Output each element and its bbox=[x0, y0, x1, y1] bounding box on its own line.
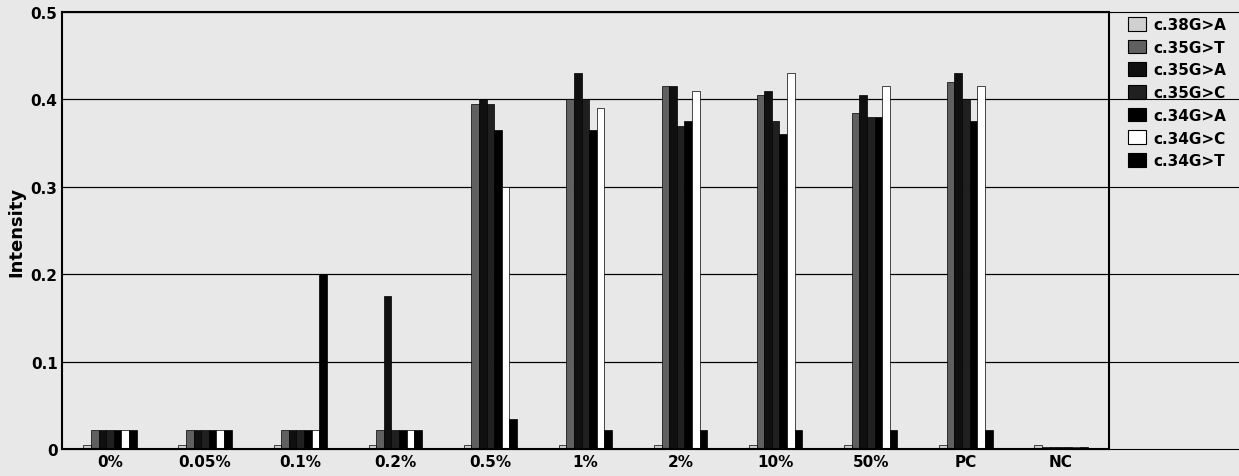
Bar bbox=[764, 91, 772, 449]
Bar bbox=[978, 87, 985, 449]
Bar bbox=[1080, 446, 1088, 449]
Bar bbox=[590, 131, 597, 449]
Bar bbox=[787, 74, 794, 449]
Bar bbox=[186, 430, 193, 449]
Bar bbox=[274, 445, 281, 449]
Bar bbox=[107, 430, 114, 449]
Bar bbox=[772, 122, 779, 449]
Bar bbox=[90, 430, 99, 449]
Bar bbox=[463, 445, 471, 449]
Bar bbox=[947, 83, 954, 449]
Bar bbox=[114, 430, 121, 449]
Bar bbox=[851, 113, 860, 449]
Bar bbox=[757, 96, 764, 449]
Bar bbox=[875, 118, 882, 449]
Bar bbox=[882, 87, 890, 449]
Bar bbox=[939, 445, 947, 449]
Bar bbox=[129, 430, 136, 449]
Bar bbox=[662, 87, 669, 449]
Bar bbox=[844, 445, 851, 449]
Bar bbox=[83, 445, 90, 449]
Bar bbox=[209, 430, 217, 449]
Bar bbox=[178, 445, 186, 449]
Bar bbox=[1042, 446, 1049, 449]
Bar bbox=[217, 430, 224, 449]
Bar bbox=[406, 430, 414, 449]
Bar bbox=[669, 87, 676, 449]
Bar bbox=[779, 135, 787, 449]
Bar bbox=[574, 74, 581, 449]
Bar bbox=[201, 430, 209, 449]
Bar bbox=[605, 430, 612, 449]
Bar bbox=[384, 297, 392, 449]
Bar bbox=[471, 105, 479, 449]
Bar bbox=[377, 430, 384, 449]
Bar bbox=[99, 430, 107, 449]
Bar bbox=[121, 430, 129, 449]
Bar bbox=[1049, 446, 1057, 449]
Bar bbox=[320, 275, 327, 449]
Bar bbox=[502, 188, 509, 449]
Bar bbox=[509, 419, 517, 449]
Bar bbox=[1073, 446, 1080, 449]
Bar bbox=[414, 430, 421, 449]
Bar bbox=[750, 445, 757, 449]
Bar bbox=[369, 445, 377, 449]
Bar bbox=[890, 430, 897, 449]
Bar bbox=[700, 430, 707, 449]
Bar bbox=[954, 74, 961, 449]
Bar bbox=[794, 430, 803, 449]
Bar bbox=[1064, 446, 1073, 449]
Bar bbox=[676, 126, 684, 449]
Bar bbox=[311, 430, 320, 449]
Bar bbox=[961, 100, 970, 449]
Bar bbox=[193, 430, 201, 449]
Bar bbox=[985, 430, 992, 449]
Bar bbox=[1035, 445, 1042, 449]
Y-axis label: Intensity: Intensity bbox=[7, 186, 25, 276]
Bar bbox=[597, 109, 605, 449]
Bar bbox=[654, 445, 662, 449]
Bar bbox=[289, 430, 296, 449]
Bar bbox=[304, 430, 311, 449]
Bar bbox=[224, 430, 232, 449]
Bar bbox=[479, 100, 487, 449]
Bar bbox=[684, 122, 691, 449]
Bar bbox=[487, 105, 494, 449]
Bar bbox=[581, 100, 590, 449]
Bar bbox=[399, 430, 406, 449]
Bar bbox=[1057, 446, 1064, 449]
Bar bbox=[392, 430, 399, 449]
Bar bbox=[494, 131, 502, 449]
Bar bbox=[970, 122, 978, 449]
Bar bbox=[296, 430, 304, 449]
Legend: c.38G>A, c.35G>T, c.35G>A, c.35G>C, c.34G>A, c.34G>C, c.34G>T: c.38G>A, c.35G>T, c.35G>A, c.35G>C, c.34… bbox=[1121, 12, 1233, 175]
Bar bbox=[691, 91, 700, 449]
Bar bbox=[867, 118, 875, 449]
Bar bbox=[566, 100, 574, 449]
Bar bbox=[559, 445, 566, 449]
Bar bbox=[860, 96, 867, 449]
Bar bbox=[281, 430, 289, 449]
